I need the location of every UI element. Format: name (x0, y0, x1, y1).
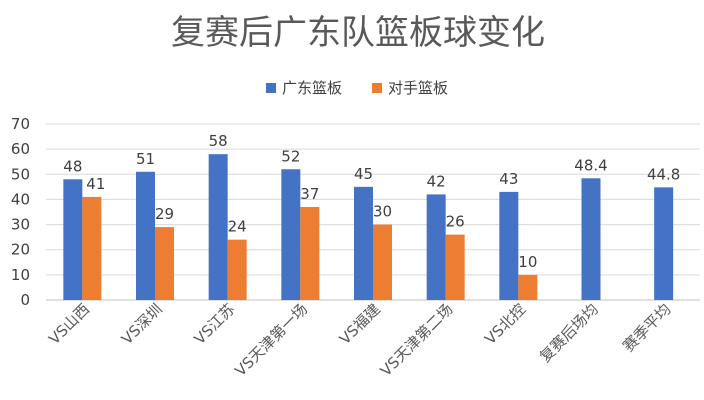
data-label: 29 (155, 205, 174, 223)
y-tick-label: 20 (11, 241, 30, 259)
category-label: VS北控 (481, 300, 529, 348)
category-label: VS山西 (45, 300, 93, 348)
y-tick-label: 60 (11, 140, 30, 158)
legend-swatch-opponent (372, 83, 382, 93)
y-tick-label: 30 (11, 216, 30, 234)
y-tick-label: 50 (11, 165, 30, 183)
category-label: VS江苏 (191, 300, 239, 348)
data-label: 45 (354, 165, 373, 183)
y-tick-label: 70 (11, 115, 30, 133)
category-label: 复赛后场均 (536, 300, 602, 366)
data-label: 26 (446, 213, 465, 231)
y-axis-ticks: 0 10 20 30 40 50 60 70 (11, 115, 30, 309)
y-tick-label: 0 (20, 291, 30, 309)
bar-guangdong (208, 154, 228, 300)
bar-guangdong (499, 191, 519, 300)
bar-guangdong (654, 187, 674, 300)
bar-opponent (155, 227, 174, 300)
data-label: 48 (63, 157, 82, 175)
legend-label-opponent: 对手篮板 (388, 79, 448, 97)
y-tick-label: 10 (11, 266, 30, 284)
data-label: 42 (427, 172, 446, 190)
bar-guangdong (354, 186, 373, 300)
legend-label-guangdong: 广东篮板 (282, 79, 342, 97)
data-label: 48.4 (574, 156, 607, 174)
bar-opponent (300, 206, 320, 300)
data-label: 44.8 (647, 165, 680, 183)
category-labels: VS山西 VS深圳 VS江苏VS天津第一场 VS福建VS天津第二场 VS北控 复赛后场均赛… (45, 300, 674, 380)
chart-title: 复赛后广东队篮板球变化 (171, 13, 545, 53)
data-label: 24 (228, 218, 247, 236)
data-label: 43 (499, 170, 518, 188)
bar-guangdong (426, 194, 446, 300)
category-label: VS天津第二场 (377, 300, 457, 380)
data-label: 10 (518, 253, 537, 271)
category-label: VS福建 (336, 300, 384, 348)
y-tick-label: 40 (11, 190, 30, 208)
bar-opponent (445, 234, 465, 300)
data-label: 58 (209, 132, 228, 150)
bar-guangdong (581, 178, 601, 300)
legend: 广东篮板 对手篮板 (266, 79, 448, 97)
category-label: VS深圳 (118, 300, 166, 348)
data-label: 41 (86, 175, 105, 193)
category-label: 赛季平均 (619, 300, 674, 355)
data-label: 37 (300, 185, 319, 203)
bar-guangdong (63, 179, 83, 300)
bar-opponent (82, 196, 102, 300)
bar-guangdong (136, 171, 155, 300)
data-label: 51 (136, 150, 155, 168)
data-label: 30 (373, 203, 392, 221)
bar-opponent (518, 274, 538, 300)
data-label: 52 (281, 147, 300, 165)
bar-guangdong (281, 169, 301, 300)
legend-swatch-guangdong (266, 83, 276, 93)
bar-opponent (373, 224, 392, 300)
bars (63, 154, 674, 300)
bar-opponent (227, 239, 247, 300)
category-label: VS天津第一场 (231, 300, 311, 380)
